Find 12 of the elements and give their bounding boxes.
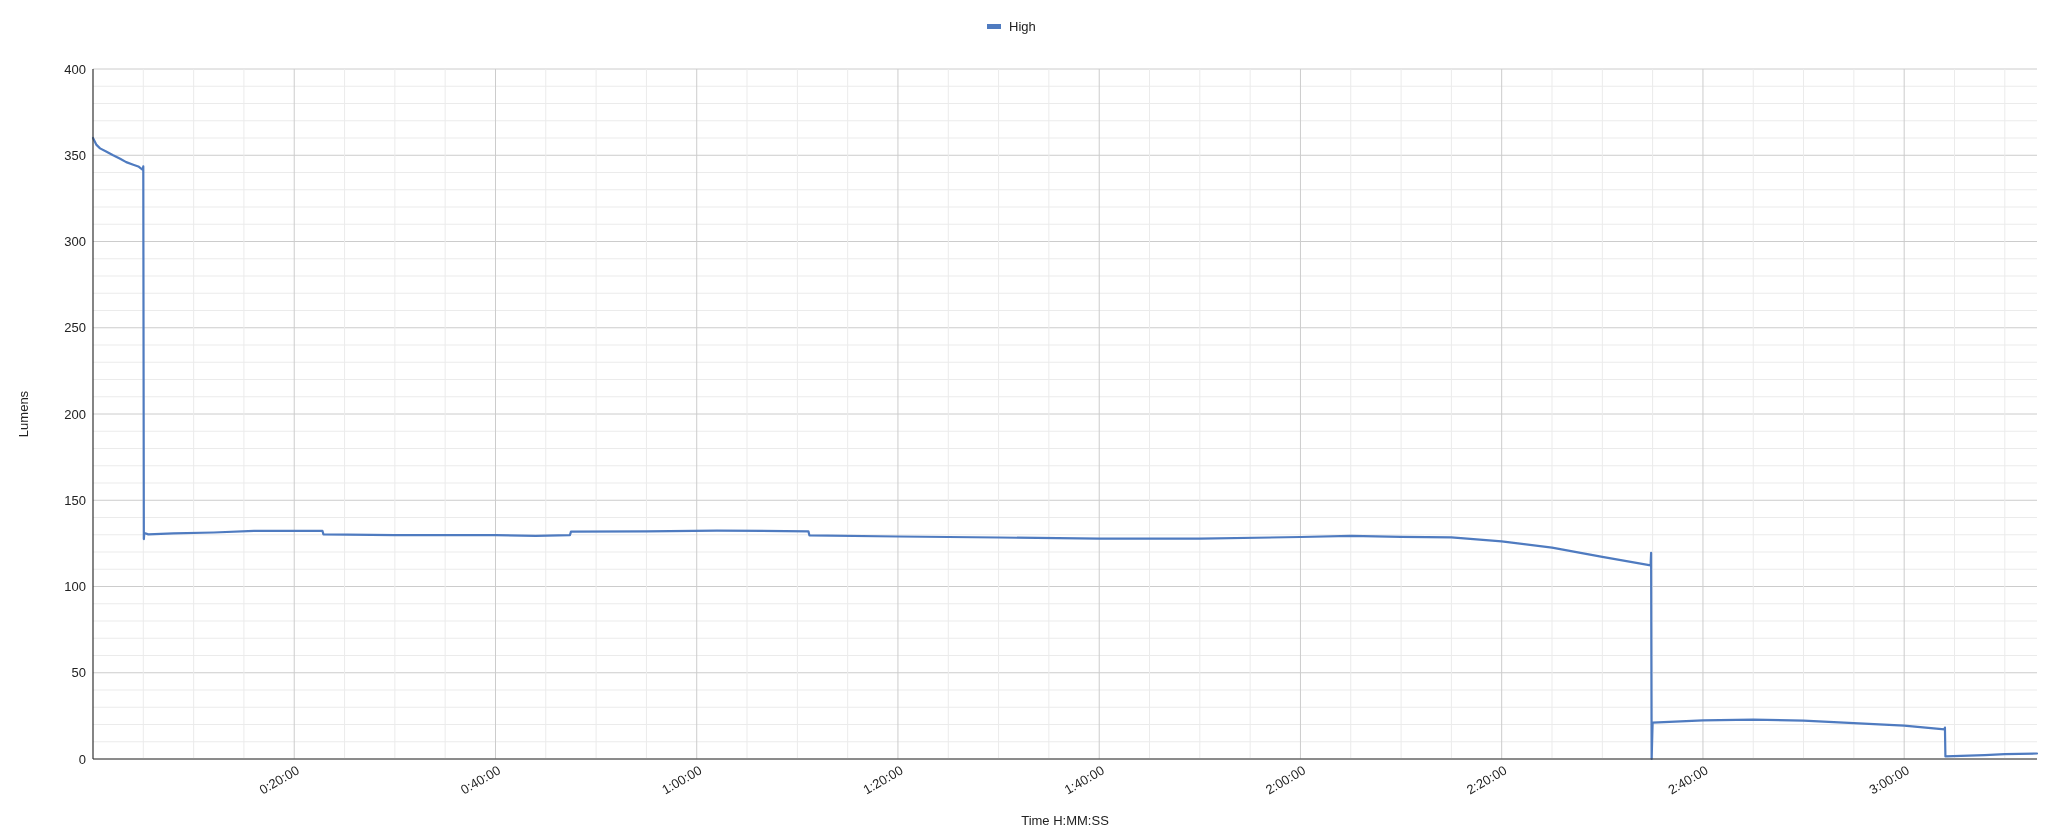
y-tick-label: 300 (64, 234, 86, 250)
y-tick-label: 0 (78, 751, 86, 767)
y-tick-label: 100 (64, 579, 86, 595)
y-tick-label: 150 (64, 492, 86, 508)
y-tick-label: 250 (64, 320, 86, 336)
y-axis-title: Lumens (16, 390, 31, 438)
x-axis-title: Time H:MM:SS (1021, 813, 1110, 828)
y-tick-label: 200 (64, 406, 86, 422)
y-tick-label: 350 (64, 147, 86, 163)
y-tick-label: 400 (64, 61, 86, 77)
y-tick-label: 50 (71, 665, 86, 681)
legend-label: High (1009, 18, 1036, 34)
